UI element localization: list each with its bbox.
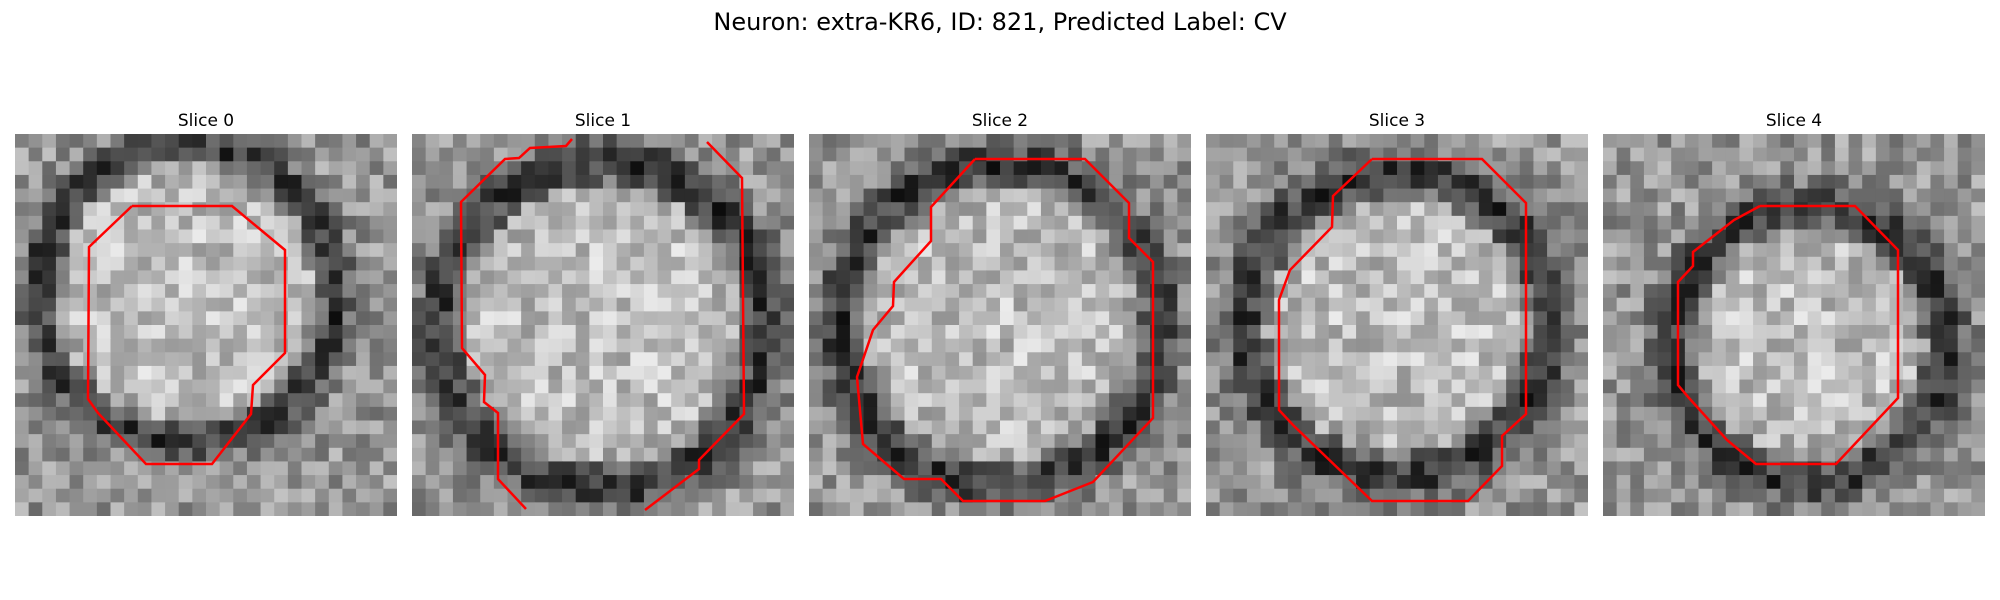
slice-panel-0: Slice 0: [15, 108, 397, 516]
segmentation-contour: [855, 157, 1155, 503]
segmentation-contour: [1277, 157, 1528, 503]
slice-panel-2: Slice 2: [809, 108, 1191, 516]
slice-title: Slice 3: [1368, 111, 1426, 131]
slice-title: Slice 2: [971, 111, 1029, 131]
segmentation-contour: [1676, 204, 1900, 466]
slice-panel-4: Slice 4: [1603, 108, 1985, 516]
slice-image: [1206, 134, 1588, 516]
segmentation-contour: [86, 204, 287, 466]
figure-title: Neuron: extra-KR6, ID: 821, Predicted La…: [713, 8, 1287, 36]
slice-image: [809, 134, 1191, 516]
slice-image: [1603, 134, 1985, 516]
slice-image: [412, 134, 794, 516]
slice-panel-1: Slice 1: [412, 108, 794, 516]
slice-title: Slice 1: [574, 111, 632, 131]
slice-title: Slice 4: [1765, 111, 1823, 131]
slice-panel-3: Slice 3: [1206, 108, 1588, 516]
segmentation-contour: [644, 141, 746, 511]
slice-image: [15, 134, 397, 516]
slice-title: Slice 0: [177, 111, 235, 131]
segmentation-contour: [459, 138, 573, 510]
